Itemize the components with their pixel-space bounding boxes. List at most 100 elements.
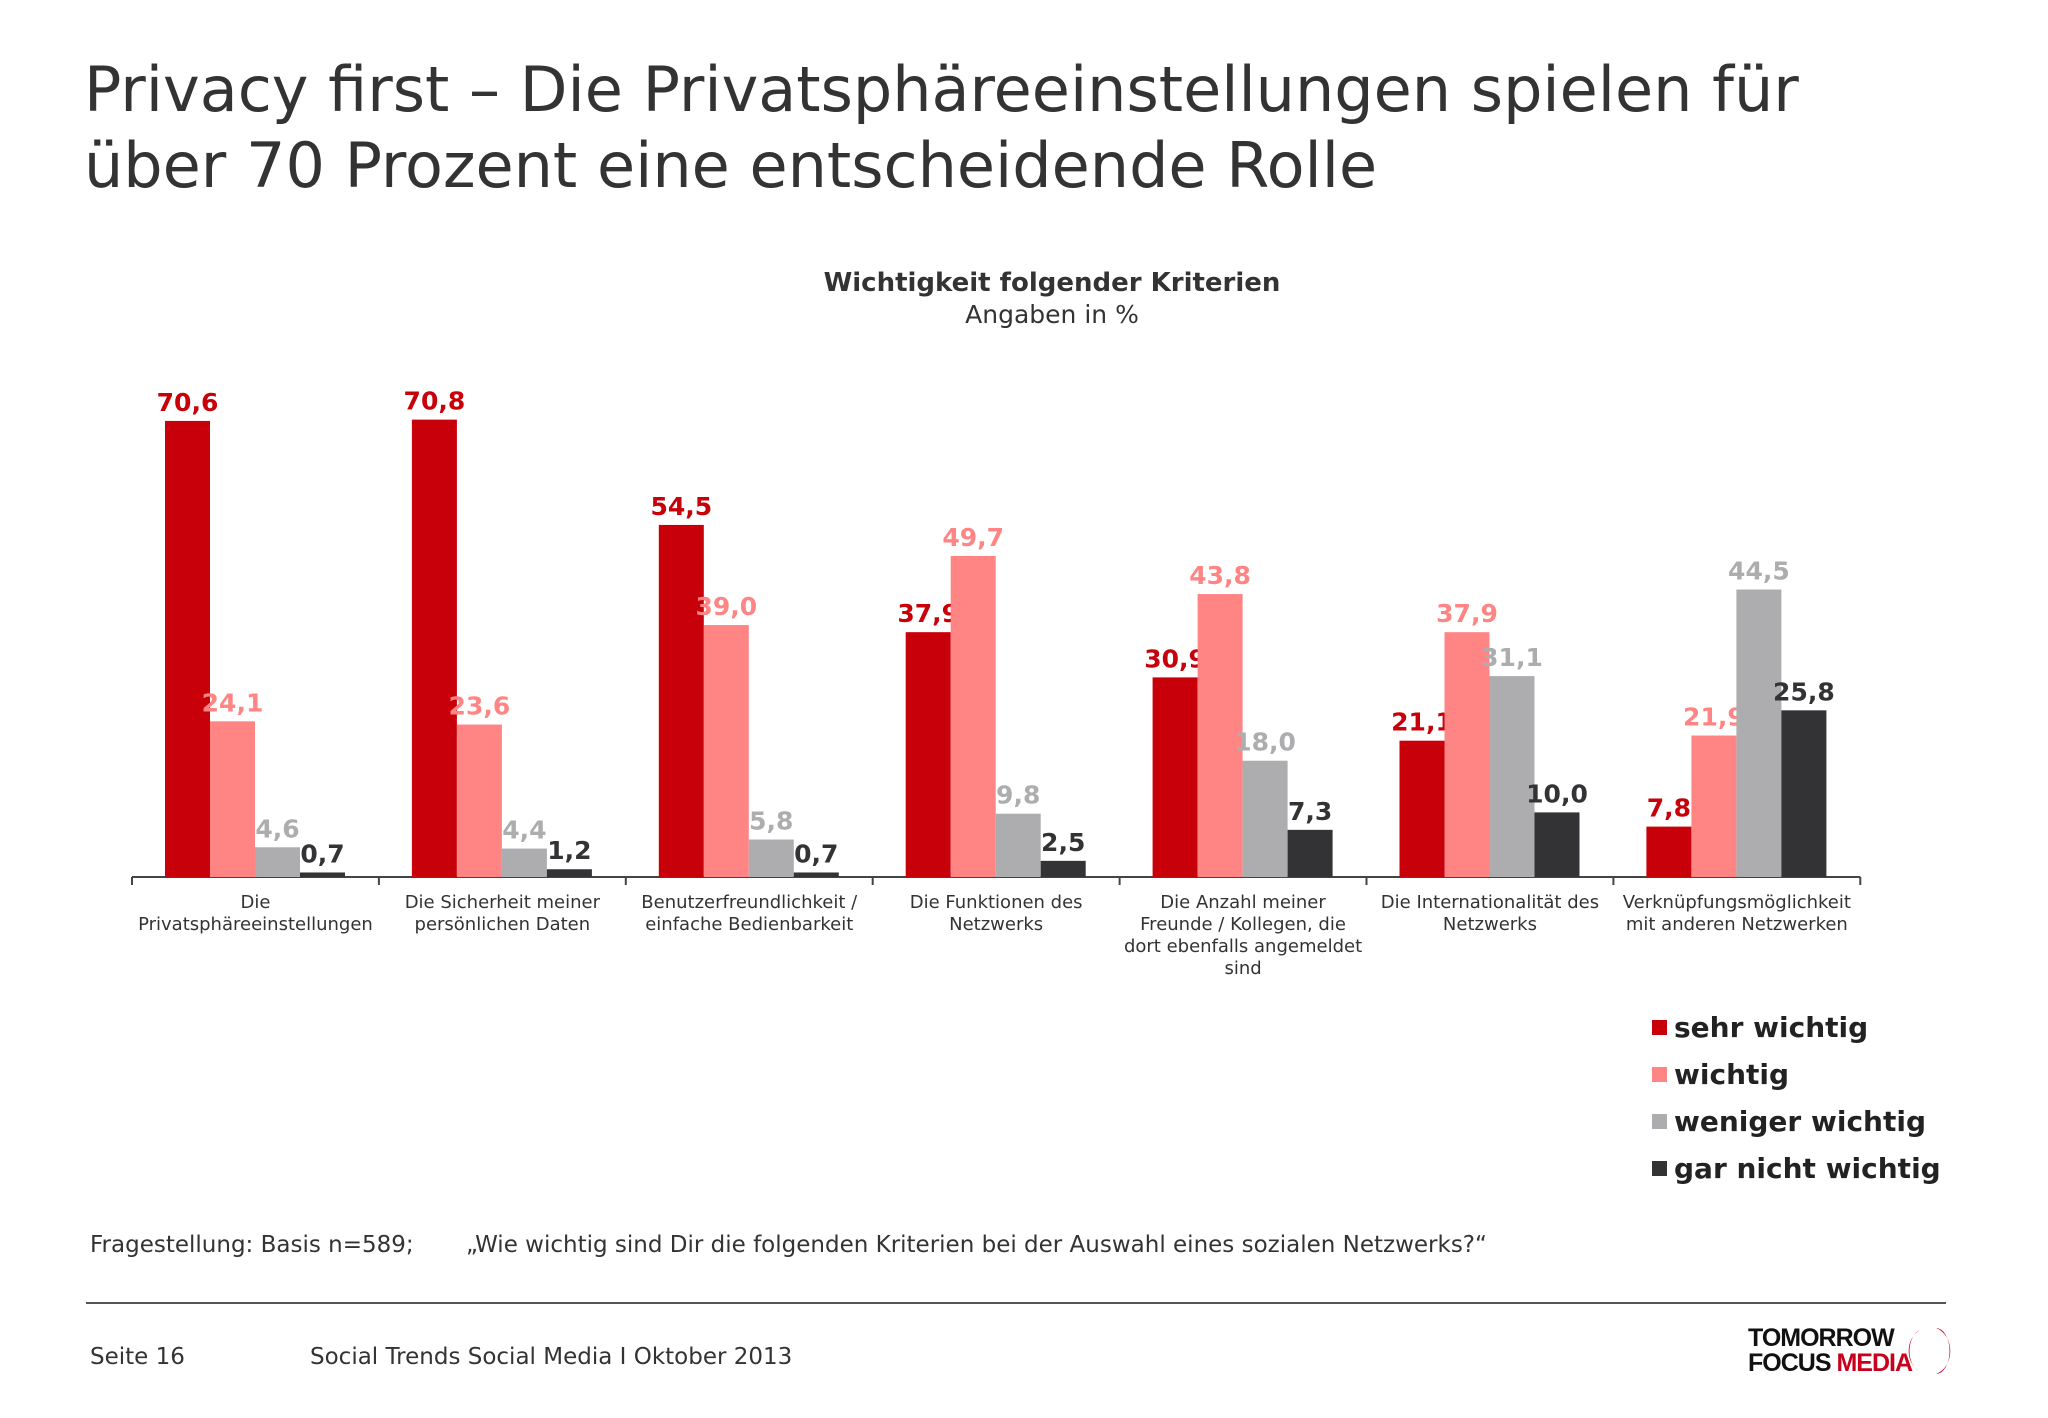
question-label: Fragestellung: Basis n=589; bbox=[90, 1232, 414, 1258]
legend-label: wichtig bbox=[1674, 1058, 1790, 1091]
data-label: 21,1 bbox=[1391, 708, 1453, 737]
bar bbox=[210, 721, 255, 877]
bar bbox=[255, 847, 300, 877]
data-label: 9,8 bbox=[996, 781, 1040, 810]
chart-subtitle: Angaben in % bbox=[965, 300, 1139, 329]
legend-item: weniger wichtig bbox=[1652, 1098, 1941, 1145]
bar bbox=[411, 419, 457, 877]
bar-chart: DiePrivatsphäreeinstellungen70,624,14,60… bbox=[131, 387, 1862, 979]
bar bbox=[456, 724, 502, 877]
legend-label: weniger wichtig bbox=[1674, 1105, 1926, 1138]
bar bbox=[950, 555, 996, 877]
data-label: 37,9 bbox=[1436, 599, 1498, 628]
x-tick-label: Die bbox=[240, 892, 270, 913]
bar bbox=[1646, 826, 1692, 877]
x-tick-label: Benutzerfreundlichkeit / bbox=[641, 892, 858, 913]
data-label: 30,9 bbox=[1144, 644, 1206, 673]
data-label: 1,2 bbox=[547, 836, 591, 865]
legend-item: wichtig bbox=[1652, 1051, 1941, 1098]
bar bbox=[1287, 829, 1333, 877]
legend-label: gar nicht wichtig bbox=[1674, 1152, 1941, 1185]
legend-label: sehr wichtig bbox=[1674, 1011, 1869, 1044]
x-tick-label: mit anderen Netzwerken bbox=[1626, 914, 1848, 935]
slide-title: Privacy first – Die Privatsphäreeinstell… bbox=[84, 52, 1799, 204]
bar bbox=[1399, 740, 1445, 877]
x-tick-label: Die Internationalität des bbox=[1381, 892, 1599, 913]
data-label: 0,7 bbox=[300, 839, 344, 868]
footer-source: Social Trends Social Media I Oktober 201… bbox=[310, 1344, 793, 1370]
data-label: 70,8 bbox=[404, 387, 466, 416]
bar bbox=[1781, 710, 1827, 877]
bar bbox=[793, 872, 839, 877]
bar bbox=[1736, 589, 1782, 877]
x-tick-label: Verknüpfungsmöglichkeit bbox=[1623, 892, 1851, 913]
title-line-2: über 70 Prozent eine entscheidende Rolle bbox=[84, 129, 1378, 202]
data-label: 70,6 bbox=[157, 388, 219, 417]
data-label: 43,8 bbox=[1189, 561, 1251, 590]
tomorrow-focus-media-logo: TOMORROW FOCUS MEDIA bbox=[1748, 1324, 1951, 1377]
bar bbox=[1691, 735, 1737, 877]
bar bbox=[1489, 676, 1535, 877]
legend-swatch bbox=[1652, 1020, 1667, 1035]
data-label: 49,7 bbox=[942, 523, 1004, 552]
legend-item: gar nicht wichtig bbox=[1652, 1145, 1941, 1192]
x-tick-label: sind bbox=[1224, 958, 1261, 979]
footer-divider bbox=[86, 1302, 1946, 1304]
x-tick-label: persönlichen Daten bbox=[415, 914, 591, 935]
bar bbox=[905, 632, 951, 877]
x-tick-label: Netzwerks bbox=[1443, 914, 1537, 935]
chart-title: Wichtigkeit folgender Kriterien bbox=[823, 268, 1281, 298]
x-tick-label: einfache Bedienbarkeit bbox=[645, 914, 853, 935]
logo-line-2: FOCUS MEDIA bbox=[1748, 1349, 1913, 1377]
title-line-1: Privacy first – Die Privatsphäreeinstell… bbox=[84, 53, 1799, 126]
data-label: 18,0 bbox=[1234, 728, 1296, 757]
data-label: 31,1 bbox=[1481, 643, 1543, 672]
data-label: 4,4 bbox=[502, 816, 546, 845]
x-tick-label: Netzwerks bbox=[949, 914, 1043, 935]
bar bbox=[546, 869, 592, 877]
bar bbox=[1152, 677, 1198, 877]
bar bbox=[995, 813, 1041, 877]
legend: sehr wichtig wichtig weniger wichtig gar ni… bbox=[1652, 1004, 1941, 1192]
data-label: 37,9 bbox=[897, 599, 959, 628]
legend-swatch bbox=[1652, 1067, 1667, 1082]
data-label: 21,9 bbox=[1683, 703, 1745, 732]
data-label: 23,6 bbox=[449, 692, 511, 721]
x-tick-label: Privatsphäreeinstellungen bbox=[138, 914, 373, 935]
data-label: 39,0 bbox=[695, 592, 757, 621]
x-tick-label: Freunde / Kollegen, die bbox=[1140, 914, 1346, 935]
question-text: „Wie wichtig sind Dir die folgenden Krit… bbox=[466, 1232, 1487, 1258]
bar bbox=[1534, 812, 1580, 877]
data-label: 24,1 bbox=[202, 688, 264, 717]
x-tick-label: dort ebenfalls angemeldet bbox=[1124, 936, 1362, 957]
logo-media: MEDIA bbox=[1836, 1349, 1913, 1377]
data-label: 4,6 bbox=[255, 814, 299, 843]
logo-mark-icon bbox=[1908, 1328, 1951, 1374]
bar bbox=[658, 524, 704, 877]
data-label: 10,0 bbox=[1526, 779, 1588, 808]
data-label: 54,5 bbox=[650, 492, 712, 521]
data-label: 25,8 bbox=[1773, 677, 1835, 706]
bar bbox=[165, 420, 210, 877]
x-tick-label: Die Anzahl meiner bbox=[1160, 892, 1326, 913]
legend-item: sehr wichtig bbox=[1652, 1004, 1941, 1051]
page-number: Seite 16 bbox=[90, 1344, 185, 1370]
x-tick-label: Die Sicherheit meiner bbox=[405, 892, 601, 913]
logo-line-1: TOMORROW bbox=[1748, 1324, 1895, 1352]
data-label: 7,3 bbox=[1288, 797, 1332, 826]
bar bbox=[1242, 760, 1288, 877]
logo-focus: FOCUS bbox=[1748, 1349, 1831, 1377]
data-label: 2,5 bbox=[1041, 828, 1085, 857]
x-tick-label: Die Funktionen des bbox=[910, 892, 1083, 913]
bar bbox=[1197, 594, 1243, 877]
data-label: 44,5 bbox=[1728, 557, 1790, 586]
bar bbox=[1444, 632, 1490, 877]
bar bbox=[748, 839, 794, 877]
bar bbox=[1040, 860, 1086, 877]
bar bbox=[703, 625, 749, 877]
data-label: 0,7 bbox=[794, 839, 838, 868]
bar bbox=[501, 848, 547, 877]
data-label: 7,8 bbox=[1647, 794, 1691, 823]
data-label: 5,8 bbox=[749, 807, 793, 836]
